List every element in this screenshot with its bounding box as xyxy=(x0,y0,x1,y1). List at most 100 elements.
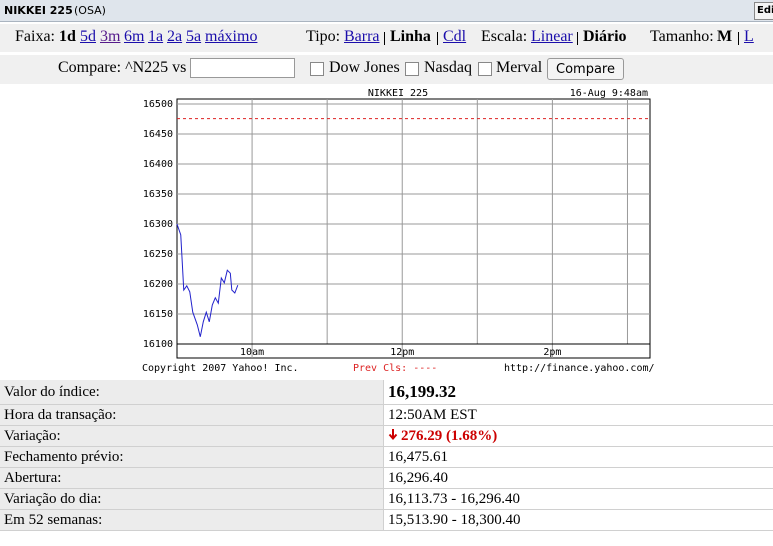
row-label: Fechamento prévio: xyxy=(0,446,384,468)
row-label: Abertura: xyxy=(0,467,384,489)
compare-input[interactable] xyxy=(190,58,295,78)
compare-label: Compare: ^N225 vs xyxy=(58,59,187,76)
range-link[interactable]: máximo xyxy=(205,28,258,45)
type-link[interactable]: Cdl xyxy=(443,28,467,45)
table-row: Em 52 semanas: 15,513.90 - 18,300.40 xyxy=(0,509,773,531)
type-link[interactable]: Barra xyxy=(344,28,380,45)
value-text: 12:50AM EST xyxy=(388,406,477,423)
range-link[interactable]: 5d xyxy=(80,28,96,45)
label-text: Fechamento prévio: xyxy=(4,448,124,465)
price-line xyxy=(176,223,239,337)
label-text: Variação: xyxy=(4,427,61,444)
value-text: 16,199.32 xyxy=(388,382,456,401)
range-link[interactable]: 6m xyxy=(124,28,145,45)
table-row: Variação: 276.29 (1.68%) xyxy=(0,425,773,447)
y-tick-label: 16100 xyxy=(143,339,173,350)
checkbox[interactable] xyxy=(478,62,492,76)
row-value: 12:50AM EST xyxy=(383,404,773,426)
y-tick-label: 16400 xyxy=(143,159,173,170)
options-bar: Faixa: 1d 5d 3m 6m 1a 2a 5a máximo Tipo:… xyxy=(0,24,773,52)
separator xyxy=(577,32,578,45)
down-arrow-icon xyxy=(388,428,398,440)
prev-close-label: Prev Cls: ---- xyxy=(353,363,437,374)
checkbox[interactable] xyxy=(405,62,419,76)
checkbox-label[interactable]: Nasdaq xyxy=(424,59,472,76)
row-label: Em 52 semanas: xyxy=(0,509,384,531)
chart-copyright: Copyright 2007 Yahoo! Inc. xyxy=(142,363,299,374)
quote-table-body: Valor do índice: 16,199.32 Hora da transaç… xyxy=(0,380,773,531)
value-text: 16,113.73 - 16,296.40 xyxy=(388,490,520,507)
label-text: Valor do índice: xyxy=(4,383,100,400)
header-exchange: (OSA) xyxy=(74,4,106,17)
chart-group: NIKKEI 225 16-Aug 9:48am Copyright 2007 … xyxy=(142,88,655,374)
range-link[interactable]: 5a xyxy=(186,28,202,45)
value-text: 15,513.90 - 18,300.40 xyxy=(388,511,521,528)
type-label: Tipo: xyxy=(306,28,341,45)
edit-button[interactable]: Edi xyxy=(754,2,773,20)
value-text: 16,296.40 xyxy=(388,469,448,486)
chart-url: http://finance.yahoo.com/ xyxy=(504,363,655,374)
range-selected: 1d xyxy=(59,28,76,45)
row-value: 16,296.40 xyxy=(383,467,773,489)
compare-bar: Compare: ^N225 vs Dow Jones Nasdaq Merva… xyxy=(0,55,773,84)
y-tick-label: 16300 xyxy=(143,219,173,230)
x-tick-label: 10am xyxy=(240,347,264,358)
table-row: Fechamento prévio: 16,475.61 xyxy=(0,446,773,468)
table-row: Variação do dia: 16,113.73 - 16,296.40 xyxy=(0,488,773,510)
y-tick-label: 16500 xyxy=(143,99,173,110)
range-label: Faixa: xyxy=(15,28,55,45)
row-value: 15,513.90 - 18,300.40 xyxy=(383,509,773,531)
row-label: Variação do dia: xyxy=(0,488,384,510)
row-label: Variação: xyxy=(0,425,384,447)
label-text: Em 52 semanas: xyxy=(4,511,103,528)
separator xyxy=(738,32,739,45)
scale-label: Escala: xyxy=(481,28,528,45)
size-link[interactable]: L xyxy=(744,28,754,45)
type-selected: Linha xyxy=(390,28,431,45)
value-text: 276.29 (1.68%) xyxy=(401,427,498,444)
x-tick-label: 2pm xyxy=(543,347,561,358)
y-tick-label: 16250 xyxy=(143,249,173,260)
row-value: 276.29 (1.68%) xyxy=(383,425,773,447)
range-link[interactable]: 1a xyxy=(148,28,164,45)
row-value: 16,113.73 - 16,296.40 xyxy=(383,488,773,510)
quote-table: Valor do índice: 16,199.32 Hora da transaç… xyxy=(0,380,773,531)
row-value: 16,475.61 xyxy=(383,446,773,468)
x-tick-label: 12pm xyxy=(390,347,414,358)
y-tick-label: 16350 xyxy=(143,189,173,200)
checkbox-label[interactable]: Merval xyxy=(496,59,543,76)
scale-selected: Diário xyxy=(583,28,627,45)
y-tick-label: 16450 xyxy=(143,129,173,140)
range-link[interactable]: 3m xyxy=(100,28,121,45)
label-text: Variação do dia: xyxy=(4,490,102,507)
separator xyxy=(384,32,385,45)
table-row: Hora da transação: 12:50AM EST xyxy=(0,404,773,426)
header-bar: NIKKEI 225 (OSA) Edi xyxy=(0,0,773,22)
checkbox[interactable] xyxy=(310,62,324,76)
label-text: Abertura: xyxy=(4,469,62,486)
size-selected: M xyxy=(717,28,733,45)
range-link[interactable]: 2a xyxy=(167,28,183,45)
row-value: 16,199.32 xyxy=(383,380,773,405)
compare-button[interactable]: Compare xyxy=(547,58,624,80)
chart: NIKKEI 225 16-Aug 9:48am Copyright 2007 … xyxy=(142,88,655,374)
table-row: Valor do índice: 16,199.32 xyxy=(0,380,773,405)
y-tick-label: 16150 xyxy=(143,309,173,320)
arrow-shape xyxy=(388,428,398,440)
table-row: Abertura: 16,296.40 xyxy=(0,467,773,489)
scale-link[interactable]: Linear xyxy=(531,28,573,45)
value-text: 16,475.61 xyxy=(388,448,448,465)
row-label: Hora da transação: xyxy=(0,404,384,426)
header-title: NIKKEI 225 xyxy=(4,4,73,17)
separator xyxy=(437,32,438,45)
y-tick-label: 16200 xyxy=(143,279,173,290)
size-label: Tamanho: xyxy=(650,28,714,45)
row-label: Valor do índice: xyxy=(0,380,384,405)
checkbox-label[interactable]: Dow Jones xyxy=(329,59,400,76)
chart-timestamp: 16-Aug 9:48am xyxy=(570,88,648,99)
label-text: Hora da transação: xyxy=(4,406,117,423)
plot-frame xyxy=(176,98,651,359)
chart-title: NIKKEI 225 xyxy=(368,88,428,99)
